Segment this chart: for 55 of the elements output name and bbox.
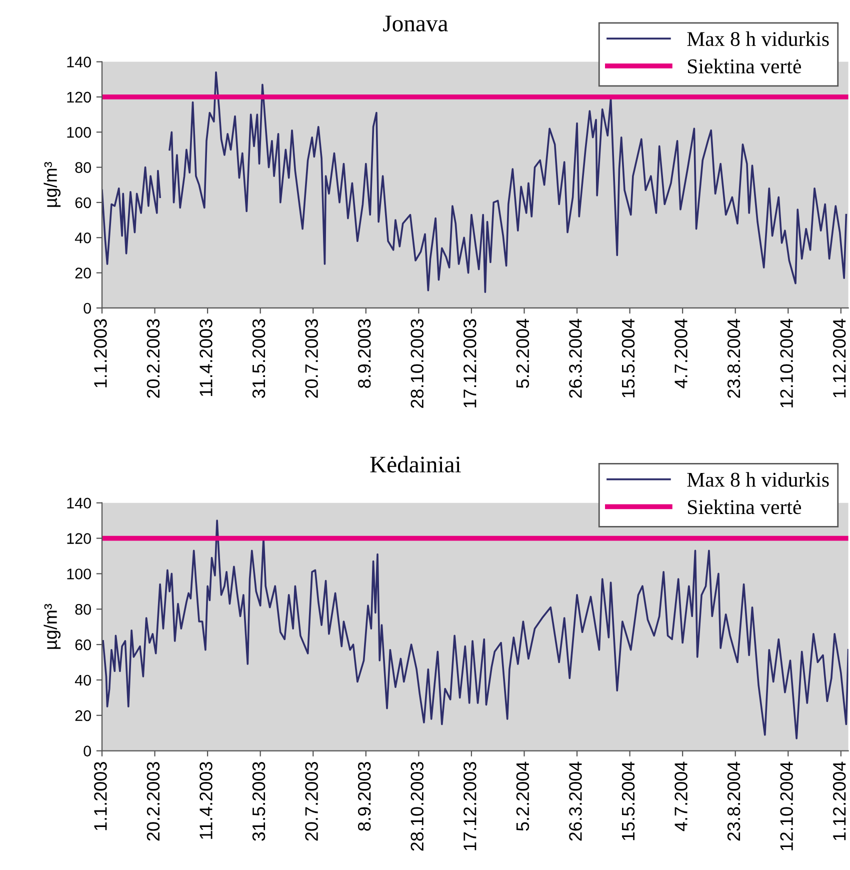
y-tick-label: 40: [74, 674, 91, 686]
chart-title: Kėdainiai: [370, 456, 461, 473]
legend-label: Siektina vertė: [688, 500, 802, 514]
y-tick-label: 100: [67, 568, 91, 580]
y-tick-label: 20: [75, 268, 91, 278]
x-tick-label: 15.5.2004: [622, 318, 635, 398]
x-tick-label: 26.3.2004: [569, 762, 582, 841]
chart-title: Jonava: [383, 16, 448, 32]
x-tick-label: 28.10.2003: [410, 762, 424, 851]
x-tick-label: 20.7.2003: [305, 762, 318, 841]
x-tick-label: 20.2.2003: [146, 762, 160, 841]
x-tick-label: 26.3.2004: [569, 318, 582, 398]
x-tick-label: 17.12.2003: [464, 319, 476, 408]
y-axis-title: µg/m³: [44, 604, 61, 649]
y-tick-label: 120: [67, 533, 91, 544]
line-series: [102, 520, 848, 740]
y-tick-label: 120: [67, 92, 91, 103]
y-axis-title: µg/m³: [44, 162, 61, 207]
y-tick-label: 20: [75, 710, 91, 722]
legend-label: Siektina vertė: [688, 58, 802, 74]
x-tick-label: 17.12.2003: [464, 762, 476, 850]
x-tick-label: 28.10.2003: [410, 319, 424, 408]
x-tick-label: 5.2.2004: [516, 318, 530, 388]
x-tick-label: 1.12.2004: [832, 762, 846, 840]
x-tick-label: 20.2.2003: [146, 319, 160, 398]
x-tick-label: 31.5.2003: [252, 762, 266, 841]
x-tick-label: 11.4.2003: [200, 762, 212, 839]
x-tick-label: 8.9.2003: [358, 319, 371, 388]
x-tick-label: 15.5.2004: [622, 762, 635, 840]
y-tick-label: 140: [67, 498, 91, 509]
y-tick-label: 80: [75, 604, 91, 615]
x-tick-label: 1.1.2003: [94, 319, 107, 388]
legend-label: Max 8 h vidurkis: [687, 31, 829, 46]
y-tick-label: 0: [84, 746, 91, 756]
x-tick-label: 12.10.2004: [780, 762, 793, 850]
y-tick-label: 40: [74, 232, 91, 244]
y-tick-label: 80: [75, 162, 91, 173]
x-tick-label: 12.10.2004: [780, 318, 793, 408]
legend-label: Max 8 h vidurkis: [687, 472, 829, 487]
x-tick-label: 1.12.2004: [832, 318, 846, 398]
y-tick-label: 60: [75, 639, 91, 650]
y-tick-label: 100: [67, 126, 91, 138]
y-tick-label: 0: [84, 302, 91, 314]
x-tick-label: 1.1.2003: [94, 762, 107, 830]
x-tick-label: 8.9.2003: [358, 762, 371, 831]
x-tick-label: 4.7.2004: [674, 318, 688, 388]
x-tick-label: 23.8.2004: [727, 318, 740, 398]
y-tick-label: 60: [75, 197, 91, 208]
y-tick-label: 140: [67, 56, 91, 68]
x-tick-label: 5.2.2004: [516, 762, 530, 831]
x-tick-label: 11.4.2003: [200, 319, 212, 396]
x-tick-label: 20.7.2003: [305, 319, 318, 398]
x-tick-label: 4.7.2004: [674, 762, 688, 832]
x-tick-label: 31.5.2003: [252, 319, 266, 398]
x-tick-label: 23.8.2004: [727, 762, 740, 841]
